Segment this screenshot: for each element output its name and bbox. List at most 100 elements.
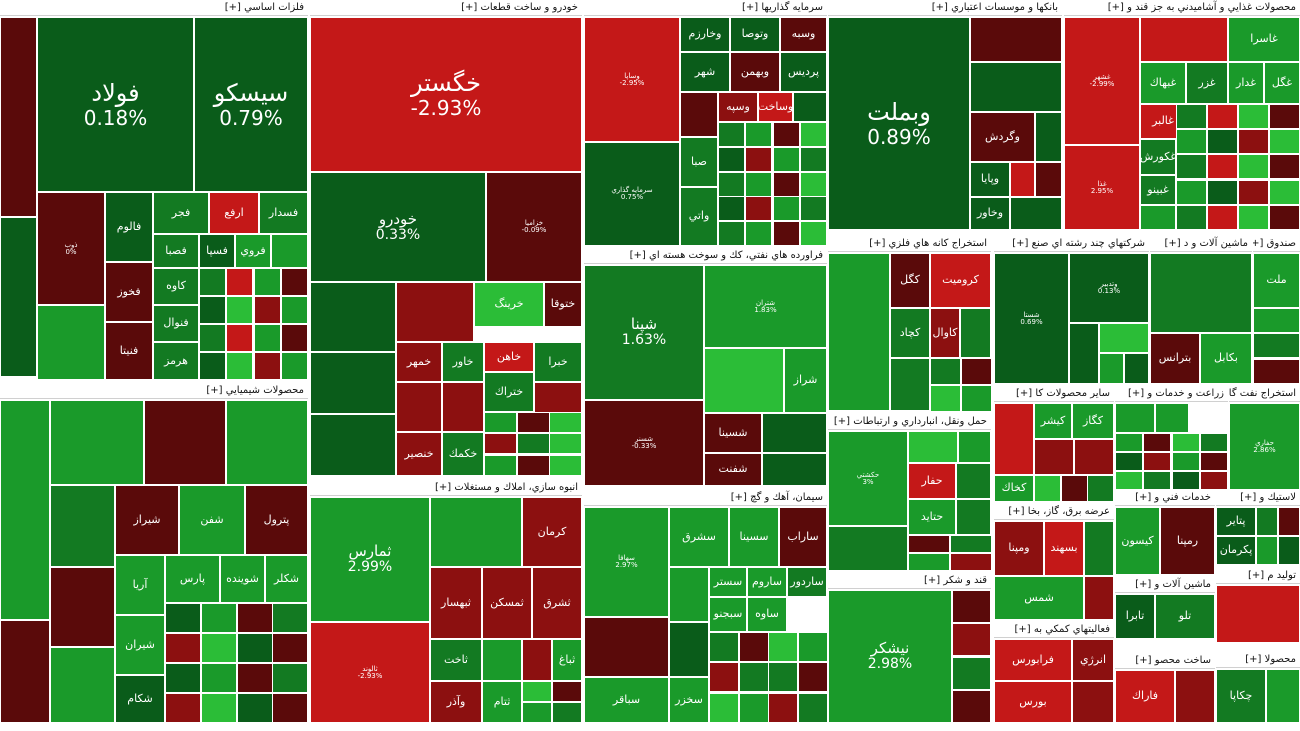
stock-tile[interactable]: شسينا [704, 413, 762, 453]
stock-tile[interactable]: فرابورس [994, 639, 1072, 681]
stock-tile[interactable] [669, 622, 709, 677]
stock-tile[interactable]: صبا [680, 137, 718, 187]
stock-tile[interactable] [745, 122, 772, 147]
stock-tile[interactable]: كگل [890, 253, 930, 308]
stock-tile[interactable]: خاهن [484, 342, 534, 372]
stock-tile[interactable] [1269, 180, 1300, 205]
stock-tile[interactable]: وبملت 0.89% [828, 17, 970, 230]
stock-tile[interactable] [1143, 471, 1171, 490]
stock-tile[interactable] [552, 681, 582, 702]
stock-tile[interactable] [709, 632, 739, 662]
stock-tile[interactable] [1200, 452, 1228, 471]
stock-tile[interactable]: پترول [245, 485, 308, 555]
stock-tile[interactable] [517, 455, 550, 476]
stock-tile[interactable] [522, 702, 552, 723]
stock-tile[interactable]: تابرا [1115, 594, 1155, 639]
stock-tile[interactable]: ختراك [484, 372, 534, 412]
sector-title[interactable]: شركتهاي چند رشته اي صنع [+] [994, 236, 1149, 252]
stock-tile[interactable] [254, 296, 281, 324]
sector-title[interactable]: خودرو و ساخت قطعات [+] [310, 0, 582, 16]
stock-tile[interactable]: حفار [908, 463, 956, 499]
stock-tile[interactable]: وگردش [970, 112, 1035, 162]
stock-tile[interactable] [798, 662, 828, 692]
stock-tile[interactable] [272, 603, 308, 633]
stock-tile[interactable] [1074, 439, 1114, 475]
stock-tile[interactable]: شستا 0.69% [994, 253, 1069, 384]
stock-tile[interactable]: غذا 2.95% [1064, 145, 1140, 230]
stock-tile[interactable] [226, 268, 253, 296]
stock-tile[interactable]: واتي [680, 187, 718, 246]
sector-metals[interactable]: فلزات اساسي [+] فولاد 0.18% سيسكو 0.79% ذوب 0%… [0, 0, 308, 380]
stock-tile[interactable] [396, 282, 474, 342]
stock-tile[interactable] [281, 268, 308, 296]
sector-realestate[interactable]: انبوه سازي، املاك و مستغلات [+] ثمارس 2.99… [310, 480, 582, 723]
stock-tile[interactable] [1278, 536, 1300, 565]
stock-tile[interactable] [798, 693, 828, 723]
stock-tile[interactable] [396, 382, 442, 432]
stock-tile[interactable]: شكلر [265, 555, 308, 603]
stock-tile[interactable]: بترانس [1150, 333, 1200, 384]
stock-tile[interactable]: كيشر [1034, 403, 1072, 439]
stock-tile[interactable]: ملت [1253, 253, 1300, 308]
sector-refine[interactable]: فراورده هاي نفتي، كك و سوخت هسته اي [+] ش… [584, 248, 827, 486]
stock-tile[interactable]: حكشتي 3% [828, 431, 908, 526]
stock-tile[interactable] [1200, 471, 1228, 490]
stock-tile[interactable] [793, 92, 827, 122]
sector-title[interactable]: ساخت محصو [+] [1115, 653, 1215, 669]
stock-tile[interactable] [482, 639, 522, 681]
stock-tile[interactable] [201, 693, 237, 723]
stock-tile[interactable]: وتدبير 0.13% [1069, 253, 1149, 323]
stock-tile[interactable] [1010, 197, 1062, 230]
stock-tile[interactable] [1207, 205, 1238, 230]
stock-tile[interactable] [1253, 359, 1300, 384]
stock-tile[interactable]: بسهند [1044, 521, 1084, 576]
stock-tile[interactable] [226, 400, 308, 485]
stock-tile[interactable]: فروي [235, 234, 271, 268]
stock-tile[interactable] [165, 633, 201, 663]
stock-tile[interactable] [1115, 452, 1143, 471]
stock-tile[interactable] [930, 358, 961, 385]
stock-tile[interactable] [680, 92, 718, 137]
stock-tile[interactable]: فاراك [1115, 670, 1175, 723]
stock-tile[interactable] [50, 647, 115, 723]
stock-tile[interactable]: چكاپا [1216, 669, 1266, 723]
stock-tile[interactable] [226, 352, 253, 380]
sector-chem[interactable]: محصولات شيميايي [+] شيراز شفن پترول آريا پارس… [0, 383, 308, 723]
stock-tile[interactable]: فنيتا [105, 322, 153, 380]
sector-transport[interactable]: حمل ونقل، انبارداري و ارتباطات [+] حكشتي 3… [828, 414, 992, 571]
stock-tile[interactable] [522, 639, 552, 681]
sector-title[interactable]: فراورده هاي نفتي، كك و سوخت هسته اي [+] [584, 248, 827, 264]
stock-tile[interactable]: تلو [1155, 594, 1215, 639]
stock-tile[interactable] [800, 221, 827, 246]
stock-tile[interactable] [549, 455, 582, 476]
stock-tile[interactable]: كروميت [930, 253, 991, 308]
sector-invest[interactable]: سرمايه گذاريها [+] وساپا -2.95% سرمايه گذار… [584, 0, 827, 246]
stock-tile[interactable]: فنوال [153, 305, 199, 342]
stock-tile[interactable]: فصبا [153, 234, 199, 268]
stock-tile[interactable]: شسنر -0.33% [584, 400, 704, 486]
stock-tile[interactable] [1035, 112, 1062, 162]
stock-tile[interactable] [1238, 104, 1269, 129]
sector-title[interactable]: حمل ونقل، انبارداري و ارتباطات [+] [828, 414, 991, 430]
stock-tile[interactable] [430, 497, 522, 567]
stock-tile[interactable] [517, 412, 550, 433]
stock-tile[interactable]: ذوب 0% [37, 192, 105, 305]
stock-tile[interactable] [1140, 17, 1228, 62]
stock-tile[interactable] [1115, 433, 1143, 452]
sector-plastic[interactable]: لاستيك و [+] پتاير پكرمان [1216, 490, 1300, 565]
stock-tile[interactable] [961, 358, 992, 385]
stock-tile[interactable] [1069, 323, 1099, 384]
stock-tile[interactable]: ثباغ [552, 639, 582, 681]
stock-tile[interactable]: ارفع [209, 192, 259, 234]
stock-tile[interactable] [50, 400, 144, 485]
stock-tile[interactable] [1176, 154, 1207, 179]
stock-tile[interactable]: حفاري 2.86% [1229, 403, 1300, 490]
stock-tile[interactable]: وآذر [430, 681, 482, 723]
stock-tile[interactable]: وسپه [718, 92, 758, 122]
stock-tile[interactable] [199, 324, 226, 352]
stock-tile[interactable]: ساروم [747, 567, 787, 597]
stock-tile[interactable]: سسينا [729, 507, 779, 567]
stock-tile[interactable] [1238, 180, 1269, 205]
stock-tile[interactable]: فسپا [199, 234, 235, 268]
stock-tile[interactable] [1143, 452, 1171, 471]
